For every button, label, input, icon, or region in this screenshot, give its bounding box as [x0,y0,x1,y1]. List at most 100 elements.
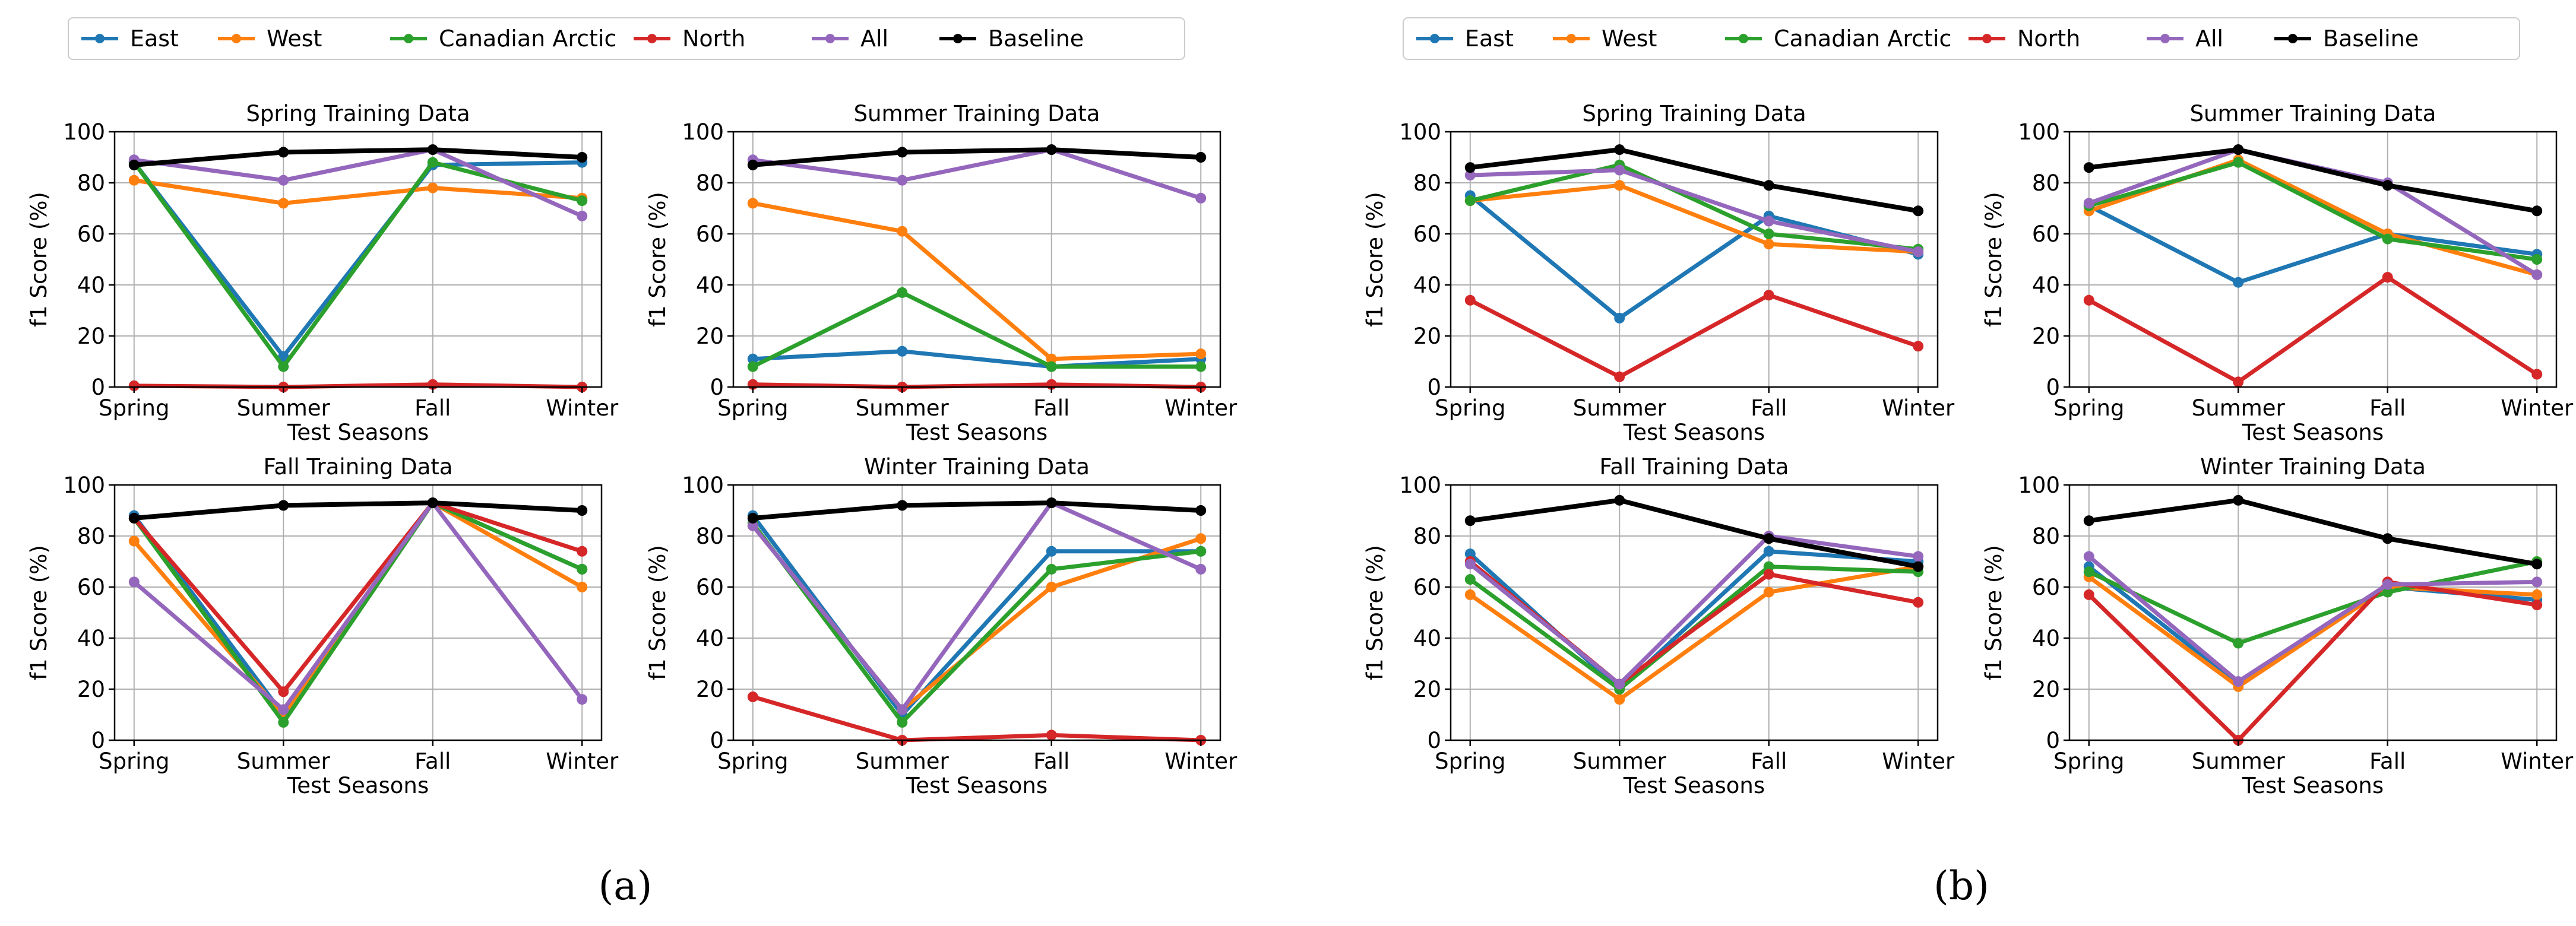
legend-item-all: All [812,26,888,52]
axes-frame [732,131,1221,388]
y-axis-label: f1 Score (%) [26,192,52,327]
legend-swatch-marker [95,34,105,43]
y-tick-label: 20 [2032,324,2060,349]
y-axis-label: f1 Score (%) [1362,545,1388,680]
point-west-spring [128,175,140,186]
point-all-spring [1464,170,1476,181]
point-baseline-spring [2083,162,2094,173]
point-all-summer [1614,164,1625,176]
point-north-winter [1913,341,1924,352]
chart-b-winter-training-data: 0 20 40 60 80 100 Spring Summer Fall Winter Winter… [1981,454,2574,798]
x-tick-label-summer: Summer [856,395,950,421]
series-line-north [752,694,1201,743]
point-canadian-arctic-fall [427,157,438,168]
y-ticks: 0 20 40 60 80 100 [1399,119,1451,400]
axes-frame [1450,131,1939,388]
x-ticks: Spring Summer Fall Winter [99,387,619,421]
point-east-summer [897,345,908,357]
series-line-all [2087,554,2537,684]
point-baseline-spring [1464,162,1476,173]
y-tick-label: 40 [2032,626,2060,651]
y-tick-label: 40 [2032,272,2060,298]
legend-swatch-marker [825,34,835,43]
y-tick-label: 60 [77,575,105,600]
series-canadian-arctic [1464,159,1924,255]
chart-title: Summer Training Data [854,101,1100,126]
series-line-west [1469,565,1919,702]
y-tick-label: 100 [1399,472,1441,498]
y-axis-label: f1 Score (%) [1981,192,2007,327]
point-north-winter [1913,597,1924,608]
x-tick-label-spring: Spring [99,395,169,421]
x-tick-label-spring: Spring [2053,749,2124,774]
x-ticks: Spring Summer Fall Winter [2053,387,2574,421]
x-tick-label-spring: Spring [717,395,788,421]
y-tick-label: 0 [710,375,724,400]
series-line-north [2087,579,2537,743]
series-line-west [134,178,583,205]
point-canadian-arctic-winter [1195,546,1207,557]
y-tick-label: 60 [2032,575,2060,600]
point-baseline-summer [1614,144,1625,156]
series-line-north [752,382,1201,389]
y-tick-label: 100 [63,472,105,498]
y-axis-label: f1 Score (%) [1981,545,2007,680]
point-baseline-summer [2233,494,2244,506]
point-all-winter [1195,563,1207,575]
chart-title: Winter Training Data [2200,454,2426,480]
legend-frame [68,17,1185,60]
series-west [128,175,588,209]
x-ticks: Spring Summer Fall Winter [1435,387,1955,421]
point-baseline-summer [278,500,289,511]
series-baseline [128,144,588,170]
point-north-winter [2531,600,2543,611]
legend-label: All [860,26,888,52]
y-axis-label: f1 Score (%) [645,545,670,680]
point-baseline-fall [2382,180,2393,191]
point-canadian-arctic-summer [897,287,908,298]
x-tick-label-spring: Spring [99,749,169,774]
point-canadian-arctic-spring [747,361,758,372]
point-west-spring [747,198,758,209]
legend-swatch-marker [953,34,963,43]
y-tick-label: 0 [1427,375,1441,400]
point-baseline-summer [2233,144,2244,156]
x-axis-label: Test Seasons [2242,773,2384,798]
series-line-canadian-arctic [751,522,1201,725]
point-baseline-winter [2531,205,2543,217]
point-north-spring [747,691,758,702]
series-line-west [752,201,1201,361]
captions: (a) (b) [599,863,1989,909]
point-west-winter [577,582,588,592]
point-canadian-arctic-winter [577,563,588,575]
point-canadian-arctic-fall [2382,233,2393,245]
chart-b-fall-training-data: 0 20 40 60 80 100 Spring Summer Fall Winter Fall T… [1362,454,1955,798]
point-north-fall [1763,290,1774,301]
legend-label: East [1465,26,1514,52]
x-axis-label: Test Seasons [2242,420,2384,445]
x-ticks: Spring Summer Fall Winter [2053,740,2574,774]
point-north-summer [1614,371,1625,382]
x-tick-label-spring: Spring [717,749,788,774]
series-line-west [2087,575,2537,689]
series-line-north [1469,293,1919,379]
legend-item-east: East [1416,26,1514,52]
y-tick-label: 60 [1413,221,1441,247]
series-all [2083,551,2543,687]
series-line-canadian-arctic [1469,163,1919,252]
caption-b: (b) [1933,863,1989,909]
x-tick-label-winter: Winter [1164,749,1238,774]
y-ticks: 0 20 40 60 80 100 [1399,472,1451,753]
point-west-fall [1046,353,1057,364]
point-canadian-arctic-winter [1195,361,1207,372]
y-tick-label: 40 [1413,272,1441,298]
y-tick-label: 0 [1427,728,1441,753]
axes-frame [732,484,1221,741]
y-tick-label: 40 [1413,626,1441,651]
series-group [747,497,1207,746]
legend-item-canadian-arctic: Canadian Arctic [390,26,616,52]
y-tick-label: 0 [2046,375,2060,400]
point-canadian-arctic-summer [278,361,289,372]
point-all-winter [1913,551,1924,562]
